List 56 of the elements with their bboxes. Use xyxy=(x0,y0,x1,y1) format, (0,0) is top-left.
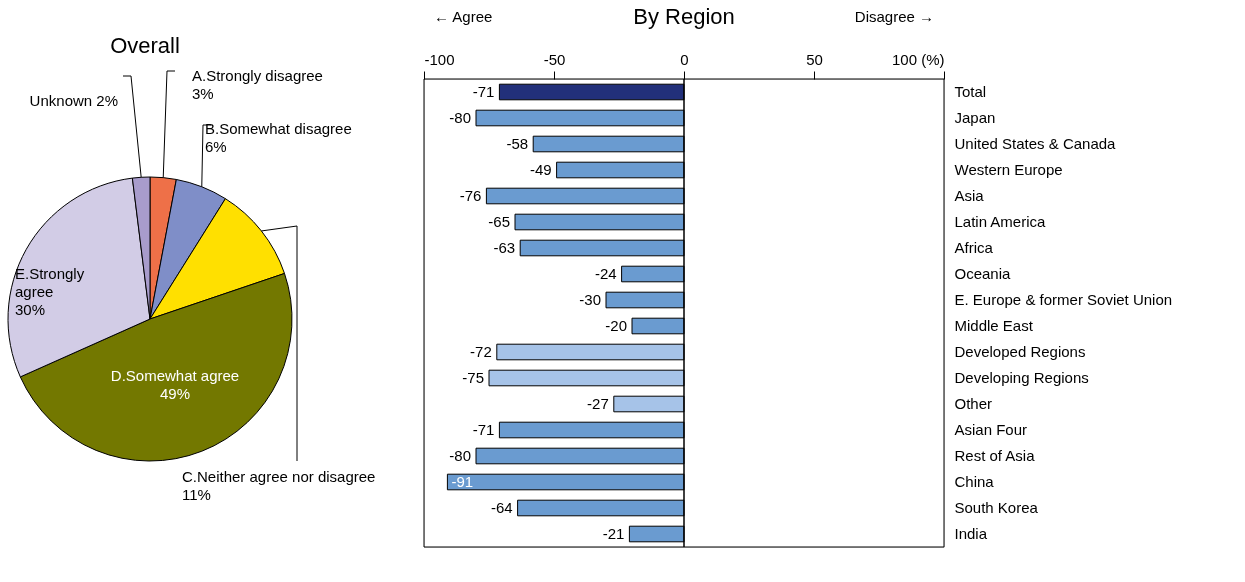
y-tick-label: E. Europe & former Soviet Union xyxy=(954,291,1173,308)
y-tick-label: Africa xyxy=(954,239,994,256)
y-tick-label: Latin America xyxy=(954,213,1047,230)
data-label: -21 xyxy=(602,525,625,542)
chart-title: Overall xyxy=(110,33,180,58)
slice-label: B.Somewhat disagree xyxy=(205,120,352,137)
slice-label: C.Neither agree nor disagree xyxy=(182,468,376,485)
slice-label: E.Strongly agree xyxy=(15,265,85,300)
data-label: -64 xyxy=(490,499,513,516)
data-label: -91 xyxy=(451,473,474,490)
data-label: -63 xyxy=(493,239,516,256)
data-label: -75 xyxy=(462,369,484,386)
y-tick-label: Asia xyxy=(954,187,985,204)
data-label: -49 xyxy=(529,161,552,178)
x-tick-label: -50 xyxy=(543,50,566,68)
data-label: -20 xyxy=(605,317,627,334)
x-tick-label: -100 xyxy=(424,50,455,68)
slice-label: A.Strongly disagree xyxy=(192,67,323,84)
data-label: -80 xyxy=(449,447,471,464)
y-tick-label: Japan xyxy=(954,109,996,126)
data-label: -71 xyxy=(472,83,495,100)
y-tick-label: Western Europe xyxy=(954,161,1063,178)
data-label: -72 xyxy=(470,343,492,360)
data-label: -58 xyxy=(506,135,529,152)
data-label: -76 xyxy=(459,187,482,204)
y-tick-label: Middle East xyxy=(954,317,1034,334)
y-tick-label: Total xyxy=(954,83,987,100)
y-tick-label: Developed Regions xyxy=(954,343,1086,360)
y-tick-label: India xyxy=(954,525,988,542)
x-tick-label: 50 xyxy=(806,50,823,68)
x-tick-label: 100 (%) xyxy=(891,50,945,68)
data-label: -27 xyxy=(587,395,609,412)
data-label: -71 xyxy=(472,421,495,438)
data-label: 6% xyxy=(205,138,227,155)
y-tick-label: South Korea xyxy=(954,499,1039,516)
y-tick-label: United States & Canada xyxy=(954,135,1117,152)
data-label: -80 xyxy=(449,109,471,126)
y-tick-label: Oceania xyxy=(954,265,1012,282)
data-label: -30 xyxy=(579,291,601,308)
data-label: 49% xyxy=(159,385,191,402)
y-tick-label: Asian Four xyxy=(954,421,1028,438)
y-tick-label: China xyxy=(954,473,995,490)
slice-label: D.Somewhat agree xyxy=(110,367,240,384)
x-tick-label: 0 xyxy=(680,50,689,68)
text: Disagree → xyxy=(854,8,934,25)
y-tick-label: Other xyxy=(954,395,993,412)
y-tick-label: Rest of Asia xyxy=(954,447,1036,464)
y-tick-label: Developing Regions xyxy=(954,369,1089,386)
chart-title: By Region xyxy=(633,4,735,29)
slice-label: Unknown 2% xyxy=(29,92,118,109)
data-label: 11% xyxy=(182,486,211,503)
text: ← Agree xyxy=(434,8,493,25)
data-label: -24 xyxy=(594,265,617,282)
data-label: 30% xyxy=(15,301,46,318)
data-label: -65 xyxy=(488,213,510,230)
data-label: 3% xyxy=(192,85,214,102)
